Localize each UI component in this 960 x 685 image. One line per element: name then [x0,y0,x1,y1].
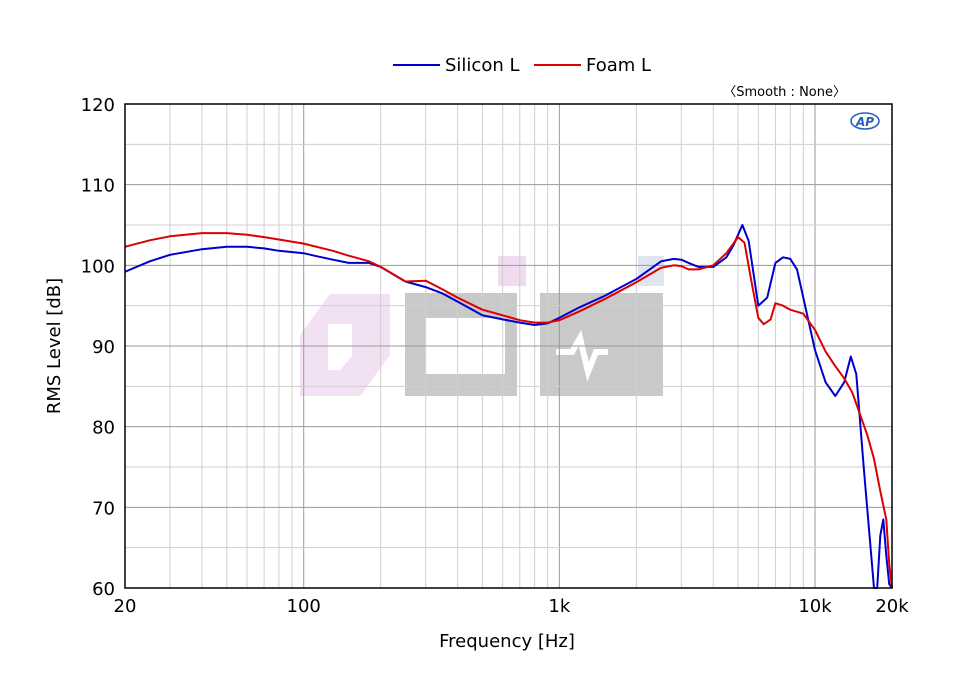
grid-lines [125,104,892,588]
series-line-foam-l [124,232,893,589]
y-tick-label: 90 [92,337,115,358]
x-tick-label: 1k [548,596,570,617]
legend: Silicon L Foam L [393,55,651,76]
x-axis-label: Frequency [Hz] [439,631,575,652]
smoothing-note: 〈Smooth : None〉 [723,85,846,100]
series-layer [124,224,893,589]
y-tick-label: 100 [81,256,115,277]
series-line-silicon-l [124,224,893,589]
y-axis-tick-labels: 60 70 80 90 100 110 120 [81,95,115,600]
svg-text:AP: AP [855,115,874,129]
legend-label-silicon-l: Silicon L [445,55,520,76]
x-tick-label: 10k [798,596,832,617]
y-tick-label: 120 [81,95,115,116]
ap-logo: AP [850,112,880,130]
y-tick-label: 80 [92,418,115,439]
x-axis-tick-labels: 20 100 1k 10k 20k [114,596,910,617]
x-tick-label: 20 [114,596,137,617]
y-tick-label: 70 [92,498,115,519]
x-tick-label: 20k [875,596,909,617]
plot-area-frame [124,103,893,589]
y-tick-label: 110 [81,176,115,197]
y-tick-label: 60 [92,579,115,600]
legend-label-foam-l: Foam L [586,55,651,76]
x-tick-label: 100 [287,596,321,617]
y-axis-label: RMS Level [dB] [44,278,65,414]
